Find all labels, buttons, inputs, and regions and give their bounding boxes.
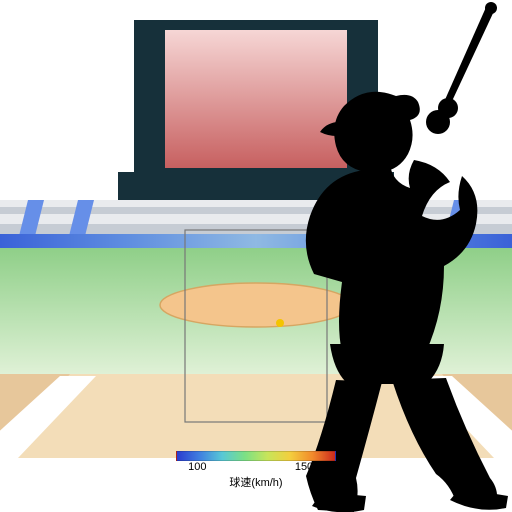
colorbar-gradient: [176, 451, 336, 461]
colorbar-tick: 150: [295, 461, 313, 473]
pitchers-mound: [160, 283, 352, 327]
colorbar-tick: 100: [188, 461, 206, 473]
colorbar-label: 球速(km/h): [176, 474, 336, 490]
colorbar: 100 150 球速(km/h): [176, 451, 336, 490]
pitch-chart: [0, 0, 512, 512]
colorbar-ticks: 100 150: [176, 461, 336, 475]
pitch-marker: [276, 319, 284, 327]
